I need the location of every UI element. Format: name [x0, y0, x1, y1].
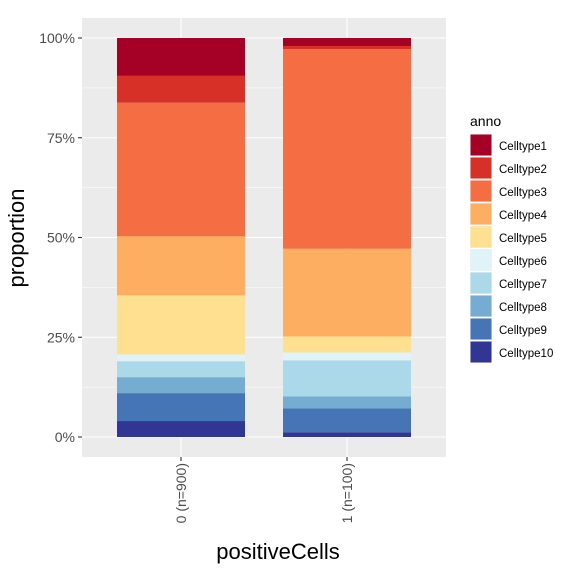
y-axis: 0% 25% 50% 75% 100%	[39, 30, 82, 445]
legend-label: Celltype4	[499, 210, 548, 222]
legend-swatch	[470, 157, 492, 179]
legend-title: anno	[470, 113, 501, 129]
legend-label: Celltype3	[499, 187, 547, 199]
legend-swatch	[470, 272, 492, 294]
legend-item: Celltype8	[470, 295, 547, 317]
legend-label: Celltype7	[499, 279, 547, 291]
legend-swatch	[470, 318, 492, 340]
bar-segment-celltype1	[283, 38, 411, 46]
y-tick-label: 25%	[47, 329, 75, 345]
bar-segment-celltype4	[283, 248, 411, 337]
y-tick-label: 75%	[47, 130, 75, 146]
legend-label: Celltype8	[499, 302, 547, 314]
bar-segment-celltype5	[283, 336, 411, 353]
legend-item: Celltype9	[470, 318, 547, 340]
bar-segment-celltype10	[117, 421, 245, 437]
bar-segment-celltype2	[283, 45, 411, 50]
x-axis-title: positiveCells	[216, 539, 340, 564]
x-tick-label: 1 (n=100)	[339, 463, 355, 523]
legend-item: Celltype7	[470, 272, 547, 294]
legend-item: Celltype1	[470, 134, 547, 156]
legend-swatch	[470, 341, 492, 363]
legend-swatch	[470, 134, 492, 156]
bar-segment-celltype2	[117, 75, 245, 103]
bar-stacks	[117, 38, 411, 437]
bar-segment-celltype4	[117, 236, 245, 296]
y-tick-label: 50%	[47, 230, 75, 246]
legend: anno Celltype1 Celltype2 Celltype3 Celltype…	[470, 113, 553, 363]
x-tick-label: 0 (n=900)	[173, 463, 189, 523]
legend-label: Celltype1	[499, 141, 547, 153]
bar-segment-celltype10	[283, 432, 411, 437]
legend-label: Celltype2	[499, 164, 547, 176]
legend-label: Celltype9	[499, 325, 547, 337]
bar-segment-celltype9	[283, 408, 411, 433]
legend-swatch	[470, 295, 492, 317]
bar-segment-celltype1	[117, 38, 245, 76]
bar-segment-celltype3	[283, 49, 411, 249]
bar-stack	[283, 38, 411, 437]
legend-label: Celltype5	[499, 233, 547, 245]
bar-segment-celltype7	[117, 361, 245, 378]
legend-swatch	[470, 203, 492, 225]
y-axis-title: proportion	[4, 188, 29, 287]
legend-swatch	[470, 180, 492, 202]
legend-item: Celltype10	[470, 341, 553, 363]
legend-label: Celltype10	[499, 348, 553, 360]
legend-swatch	[470, 249, 492, 271]
bar-segment-celltype5	[117, 295, 245, 355]
x-axis: 0 (n=900) 1 (n=100)	[173, 457, 355, 523]
bar-segment-celltype3	[117, 102, 245, 237]
legend-item: Celltype3	[470, 180, 547, 202]
bar-segment-celltype9	[117, 393, 245, 422]
bar-stack	[117, 38, 245, 437]
bar-segment-celltype8	[283, 396, 411, 409]
y-tick-label: 0%	[55, 429, 75, 445]
legend-item: Celltype5	[470, 226, 547, 248]
bar-segment-celltype7	[283, 360, 411, 397]
bar-segment-celltype6	[283, 352, 411, 361]
legend-item: Celltype4	[470, 203, 548, 225]
bar-segment-celltype6	[117, 354, 245, 362]
legend-item: Celltype6	[470, 249, 547, 271]
legend-item: Celltype2	[470, 157, 547, 179]
y-tick-label: 100%	[39, 30, 75, 46]
legend-label: Celltype6	[499, 256, 547, 268]
legend-swatch	[470, 226, 492, 248]
bar-segment-celltype8	[117, 377, 245, 394]
